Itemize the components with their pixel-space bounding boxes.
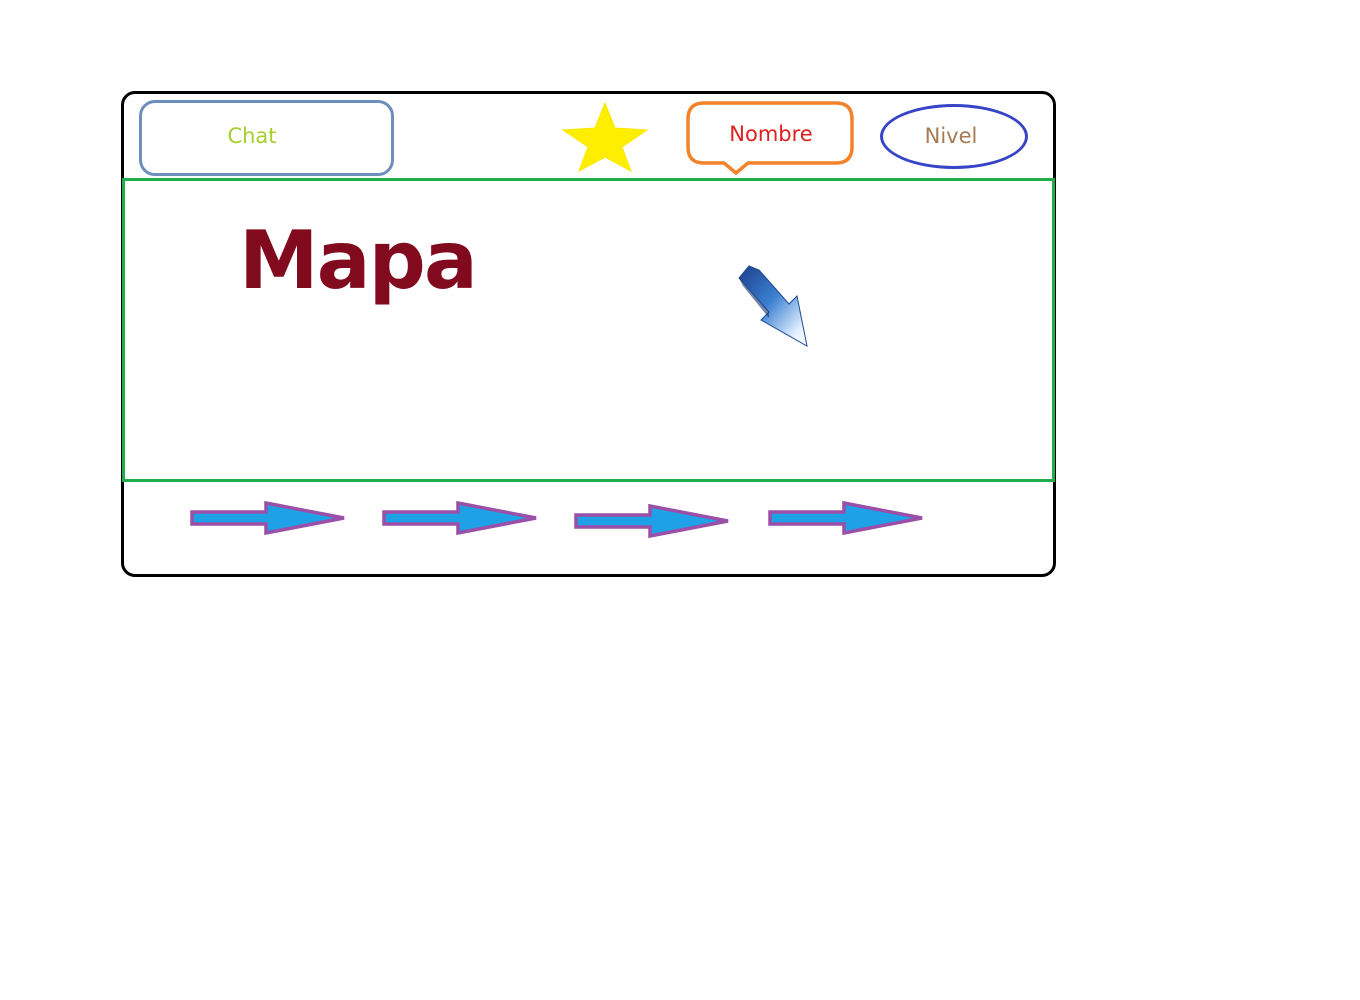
- chat-button[interactable]: Chat: [139, 100, 394, 176]
- star-icon[interactable]: [560, 101, 650, 173]
- nav-arrow-1[interactable]: [189, 500, 349, 536]
- name-label: Nombre: [729, 122, 813, 146]
- nav-arrow-2[interactable]: [381, 500, 541, 536]
- name-callout[interactable]: Nombre: [686, 100, 856, 178]
- nav-arrow-4[interactable]: [767, 500, 927, 536]
- map-title: Mapa: [239, 214, 478, 307]
- chat-label: Chat: [227, 124, 277, 148]
- level-badge[interactable]: Nivel: [880, 104, 1028, 169]
- nav-arrow-3[interactable]: [573, 503, 733, 539]
- level-label: Nivel: [924, 124, 978, 148]
- cursor-arrow-icon: [738, 265, 808, 347]
- map-area[interactable]: Mapa: [122, 178, 1055, 482]
